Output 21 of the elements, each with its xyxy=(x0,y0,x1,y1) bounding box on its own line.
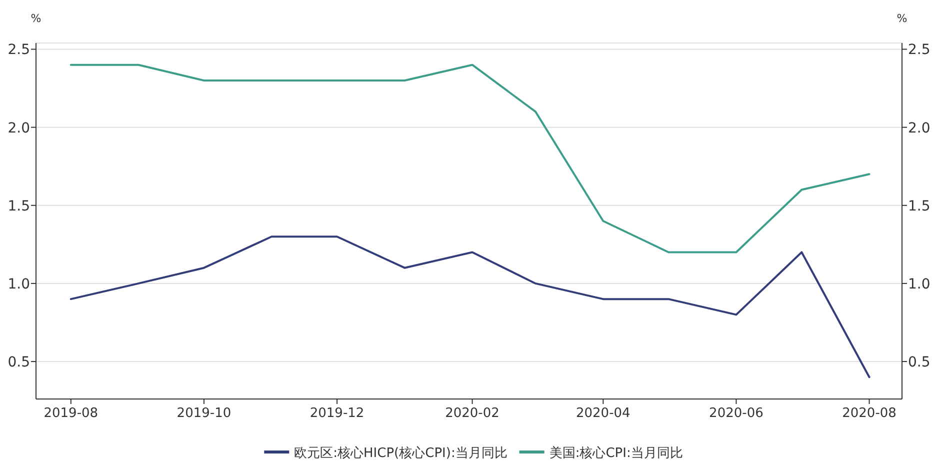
x-tick-label: 2019-12 xyxy=(310,406,364,421)
y2-tick-label: 0.5 xyxy=(908,354,930,371)
y2-tick-label: 2.0 xyxy=(908,120,930,136)
x-tick-label: 2020-02 xyxy=(445,406,500,421)
x-tick-label: 2020-04 xyxy=(576,406,630,421)
y-tick-label: 0.5 xyxy=(8,354,30,371)
y-tick-label: 2.0 xyxy=(8,120,30,136)
y-tick-label: 1.0 xyxy=(8,276,30,292)
y-tick-label: 2.5 xyxy=(8,42,30,58)
x-tick-label: 2019-08 xyxy=(44,406,98,421)
y2-tick-label: 1.5 xyxy=(908,198,930,214)
y2-axis-title: % xyxy=(896,12,908,25)
x-tick-label: 2020-06 xyxy=(709,406,764,421)
x-tick-label: 2020-08 xyxy=(842,406,896,421)
y-axis-title: % xyxy=(30,12,42,25)
y2-tick-label: 1.0 xyxy=(908,276,930,292)
legend-label: 欧元区:核心HICP(核心CPI):当月同比 xyxy=(294,445,508,461)
x-tick-label: 2019-10 xyxy=(176,406,232,421)
legend-label: 美国:核心CPI:当月同比 xyxy=(549,445,683,461)
y2-tick-label: 2.5 xyxy=(908,42,930,58)
y-tick-label: 1.5 xyxy=(8,198,30,214)
